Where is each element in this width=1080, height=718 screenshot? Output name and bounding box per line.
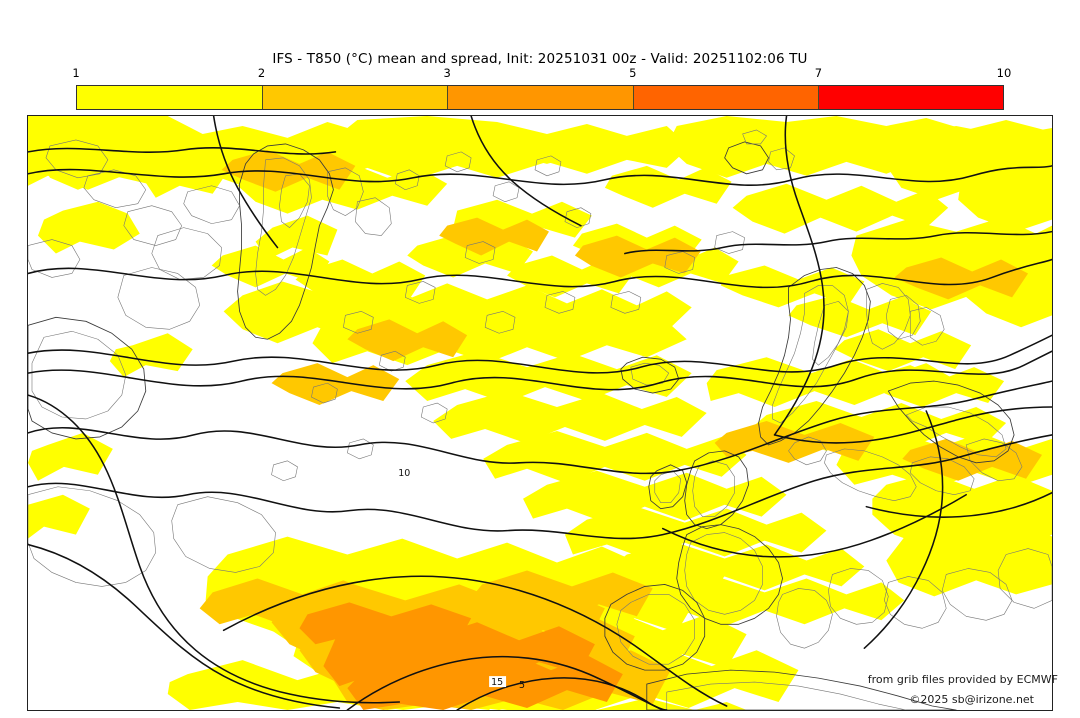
- map-canvas[interactable]: 10 15 5: [27, 115, 1053, 711]
- colorbar-segment-7-10: [817, 86, 1003, 109]
- colorbar-tick-1: 1: [72, 66, 80, 80]
- contour-layer: [28, 116, 1052, 710]
- contour-label: 5: [519, 680, 525, 691]
- colorbar-segment-3-5: [447, 86, 633, 109]
- colorbar-tick-7: 7: [814, 66, 823, 80]
- contour-label: 15: [491, 677, 503, 688]
- spread-band-3-5: [299, 602, 623, 710]
- spread-shading-layer: [28, 116, 1052, 710]
- coastline-layer: [28, 129, 1052, 710]
- contour-label-group: 10 15 5: [396, 466, 525, 691]
- colorbar-tick-10: 10: [996, 66, 1012, 80]
- colorbar-tick-2: 2: [257, 66, 266, 80]
- colorbar-segment-5-7: [632, 86, 818, 109]
- colorbar-track: [76, 85, 1004, 110]
- colorbar-tick-3: 3: [443, 66, 451, 80]
- colorbar-segment-2-3: [262, 86, 448, 109]
- colorbar-tick-5: 5: [629, 66, 637, 80]
- colorbar-segment-1-2: [77, 86, 263, 109]
- contour-label: 10: [398, 468, 410, 479]
- map-svg: 10 15 5: [28, 116, 1052, 710]
- colorbar: 1 2 3 5 7 10: [72, 66, 1011, 110]
- page-title: IFS - T850 (°C) mean and spread, Init: 2…: [272, 51, 808, 67]
